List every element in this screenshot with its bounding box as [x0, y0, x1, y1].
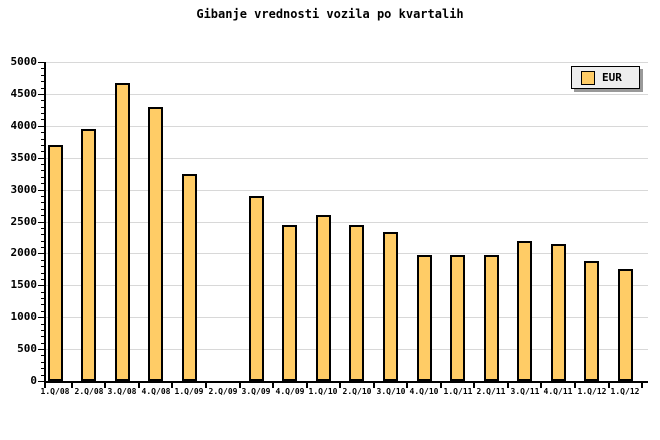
x-axis-tick	[574, 383, 576, 388]
bar-4.Q/10	[416, 255, 432, 381]
x-axis-tick	[608, 383, 610, 388]
x-axis-tick	[239, 383, 241, 388]
bar-3.Q/09	[248, 196, 264, 381]
legend-label: EUR	[602, 71, 622, 84]
gridline-3000	[46, 189, 648, 191]
x-axis-corner-tick	[44, 383, 46, 388]
x-axis-label-9: 2.Q/10	[342, 387, 372, 396]
x-axis-label-7: 4.Q/09	[275, 387, 305, 396]
x-axis-label-17: 1.Q/12	[610, 387, 640, 396]
gridline-1500	[46, 285, 648, 287]
x-axis-tick	[71, 383, 73, 388]
bar-1.Q/09	[181, 174, 197, 381]
gridline-4500	[46, 93, 648, 95]
bar-1.Q/10	[315, 215, 331, 381]
x-axis-tick	[138, 383, 140, 388]
bar-4.Q/09	[282, 225, 298, 381]
gridline-3500	[46, 157, 648, 159]
plot-area	[44, 62, 648, 383]
bar-2.Q/08	[81, 129, 97, 381]
y-axis-label-2500: 2500	[10, 215, 38, 228]
x-axis-tick	[406, 383, 408, 388]
bar-1.Q/08	[47, 145, 63, 381]
x-axis-label-11: 4.Q/10	[409, 387, 439, 396]
gridline-2500	[46, 221, 648, 223]
x-axis-label-15: 4.Q/11	[543, 387, 573, 396]
y-axis-label-1000: 1000	[10, 310, 38, 323]
x-axis-label-0: 1.Q/08	[40, 387, 70, 396]
legend-swatch-icon	[581, 70, 595, 85]
x-axis-tick	[104, 383, 106, 388]
x-axis-tick	[440, 383, 442, 388]
x-axis-label-8: 1.Q/10	[308, 387, 338, 396]
x-axis-label-3: 4.Q/08	[141, 387, 171, 396]
bar-3.Q/10	[383, 232, 398, 381]
gridline-2000	[46, 253, 648, 255]
bar-1.Q/12	[584, 261, 600, 381]
x-axis-label-16: 1.Q/12	[577, 387, 607, 396]
x-axis-tick	[507, 383, 509, 388]
x-axis-label-13: 2.Q/11	[476, 387, 506, 396]
legend: EUR	[571, 66, 640, 89]
x-axis-label-10: 3.Q/10	[376, 387, 406, 396]
x-axis-tick	[373, 383, 375, 388]
y-axis-label-4500: 4500	[10, 87, 38, 100]
bar-4.Q/08	[148, 107, 164, 381]
gridline-500	[46, 349, 648, 351]
bar-1.Q/12	[617, 269, 633, 381]
y-axis-label-3500: 3500	[10, 151, 38, 164]
x-axis-label-5: 2.Q/09	[208, 387, 238, 396]
bar-3.Q/08	[114, 83, 130, 381]
x-axis-label-4: 1.Q/09	[174, 387, 204, 396]
x-axis-tick	[339, 383, 341, 388]
x-axis-tick	[205, 383, 207, 388]
y-axis-label-0: 0	[30, 374, 37, 387]
gridline-1000	[46, 317, 648, 319]
x-axis-tick	[540, 383, 542, 388]
x-axis-tick	[272, 383, 274, 388]
gridline-4000	[46, 125, 648, 127]
bar-1.Q/11	[450, 255, 466, 381]
x-axis-tick	[306, 383, 308, 388]
x-axis-label-12: 1.Q/11	[443, 387, 473, 396]
bar-2.Q/11	[483, 255, 499, 381]
x-axis-tick	[473, 383, 475, 388]
y-axis-label-4000: 4000	[10, 119, 38, 132]
x-axis-label-14: 3.Q/11	[510, 387, 540, 396]
bar-4.Q/11	[550, 244, 566, 381]
y-axis-label-5000: 5000	[10, 55, 38, 68]
y-axis-label-500: 500	[17, 342, 37, 355]
x-axis-tick	[171, 383, 173, 388]
x-axis-tick	[641, 383, 643, 388]
gridline-5000	[46, 62, 648, 63]
x-axis-label-2: 3.Q/08	[107, 387, 137, 396]
y-axis-label-1500: 1500	[10, 278, 38, 291]
bar-3.Q/11	[517, 241, 533, 381]
y-axis-label-2000: 2000	[10, 246, 38, 259]
bar-2.Q/10	[349, 225, 365, 381]
chart-title: Gibanje vrednosti vozila po kvartalih	[196, 7, 464, 21]
x-axis-label-6: 3.Q/09	[241, 387, 271, 396]
y-axis-label-3000: 3000	[10, 183, 38, 196]
x-axis-label-1: 2.Q/08	[74, 387, 104, 396]
